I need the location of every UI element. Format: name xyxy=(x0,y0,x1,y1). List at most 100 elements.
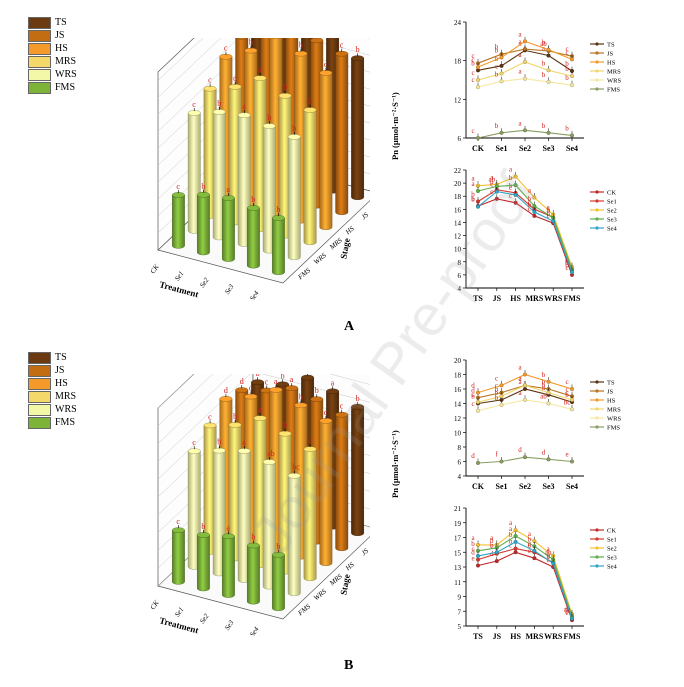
data-point xyxy=(494,559,499,564)
sig-label: a xyxy=(518,374,522,382)
bar-cylinder xyxy=(272,217,285,275)
sig-label: a xyxy=(547,204,551,212)
sig-label: c xyxy=(565,385,568,393)
legend-label: HS xyxy=(55,378,68,389)
bar-top xyxy=(228,83,242,90)
data-point xyxy=(569,270,574,275)
bar-top xyxy=(172,527,185,533)
legend-marker xyxy=(595,69,599,73)
data-point xyxy=(513,192,518,197)
legend-swatch xyxy=(28,390,51,403)
sig-label: b xyxy=(490,541,494,549)
data-point xyxy=(475,135,480,140)
data-point xyxy=(513,200,518,205)
y-tick-label: 10 xyxy=(454,430,462,438)
bar-top xyxy=(278,430,292,437)
bar-sig-label: c xyxy=(340,41,344,50)
sig-label: c xyxy=(471,56,474,64)
data-point xyxy=(522,372,527,377)
bar-top xyxy=(278,92,292,99)
treatment-tick-label: Se4 xyxy=(248,625,261,636)
data-point xyxy=(569,459,574,464)
bar-sig-label: a xyxy=(226,523,230,532)
sig-label: c xyxy=(471,127,474,135)
sig-label: d xyxy=(542,448,546,456)
sig-label: a xyxy=(471,180,475,188)
data-point xyxy=(494,196,499,201)
x-tick-label: FMS xyxy=(564,632,581,641)
series-line xyxy=(477,541,573,619)
series-line xyxy=(478,529,573,615)
bar-cylinder xyxy=(287,475,301,596)
legend-text: MRS xyxy=(607,69,621,76)
legend-text: FMS xyxy=(607,87,620,94)
sig-label: a xyxy=(471,175,475,183)
data-point xyxy=(546,130,551,135)
x-tick-label: Se4 xyxy=(566,144,578,153)
sig-label: c xyxy=(490,181,493,189)
bar-top xyxy=(219,53,233,60)
bar-sig-label: b xyxy=(251,195,255,204)
sig-label: a xyxy=(518,378,522,386)
sig-label: b xyxy=(542,382,546,390)
data-point xyxy=(475,557,480,562)
sig-label: e xyxy=(471,555,474,563)
legend-marker xyxy=(595,190,599,194)
bar-top xyxy=(212,447,226,454)
legend-marker xyxy=(595,217,599,221)
series-line xyxy=(477,551,573,621)
data-point xyxy=(499,394,504,399)
data-point xyxy=(475,460,480,465)
legend-text: Se1 xyxy=(607,537,617,544)
legend-marker xyxy=(595,78,599,82)
x-tick-label: Se4 xyxy=(566,482,578,491)
bar-top xyxy=(237,448,251,454)
bar-sig-label: b xyxy=(283,421,287,430)
sig-label: ab xyxy=(540,393,547,401)
y-tick-label: 22 xyxy=(454,167,462,175)
sig-label: c xyxy=(509,184,512,192)
y-tick-label: 10 xyxy=(454,246,462,254)
panel-b-line-stage: 4 6 8 10 12 14 16 18 20 CK Se1 Se2 Se3 Se4 Pn (μmol·m⁻… xyxy=(388,350,646,503)
sig-label: a xyxy=(490,534,494,542)
legend-marker xyxy=(595,528,599,532)
legend-text: Se4 xyxy=(607,564,618,571)
bar-top xyxy=(237,112,251,118)
chart-a-3d: 2468101214161820TSJSHSMRSWRSFMSCKSe1Se2S… xyxy=(149,0,391,302)
data-point xyxy=(475,400,480,405)
bar-sig-label: b xyxy=(299,41,303,50)
bar-cylinder xyxy=(247,207,260,269)
legend-label: FMS xyxy=(55,417,76,428)
legend-text: MRS xyxy=(607,407,621,414)
data-point xyxy=(532,209,537,214)
sig-label: d xyxy=(528,541,532,549)
data-point xyxy=(532,548,537,553)
stage-tick-label: HS xyxy=(343,224,356,237)
legend-swatch xyxy=(28,29,51,42)
sig-label: b xyxy=(565,608,569,616)
legend-marker xyxy=(595,407,599,411)
data-point xyxy=(569,397,574,402)
sig-label: c xyxy=(509,192,512,200)
series-line xyxy=(477,198,573,276)
bar-top xyxy=(219,396,233,402)
bar-cylinder xyxy=(303,109,317,245)
y-axis-label: Pn (μmol·m⁻²·S⁻¹) xyxy=(390,92,400,160)
treatment-tick-label: Se3 xyxy=(223,618,236,631)
treatment-tick-label: Se4 xyxy=(248,289,261,300)
sig-label: c xyxy=(471,400,474,408)
data-point xyxy=(475,390,480,395)
series-line xyxy=(477,175,573,268)
bar-cylinder xyxy=(272,554,285,611)
bar-sig-label: c xyxy=(192,100,196,109)
panel-b-3d: 02468101214161820TSJSHSMRSWRSFMSCKSe1Se2… xyxy=(110,317,391,641)
sig-label: c xyxy=(495,374,498,382)
data-point xyxy=(546,390,551,395)
bar-top xyxy=(222,533,235,540)
series-line xyxy=(477,191,573,273)
x-tick-label: WRS xyxy=(544,632,563,641)
data-point xyxy=(532,213,537,218)
data-point xyxy=(475,77,480,82)
data-point xyxy=(522,47,527,52)
